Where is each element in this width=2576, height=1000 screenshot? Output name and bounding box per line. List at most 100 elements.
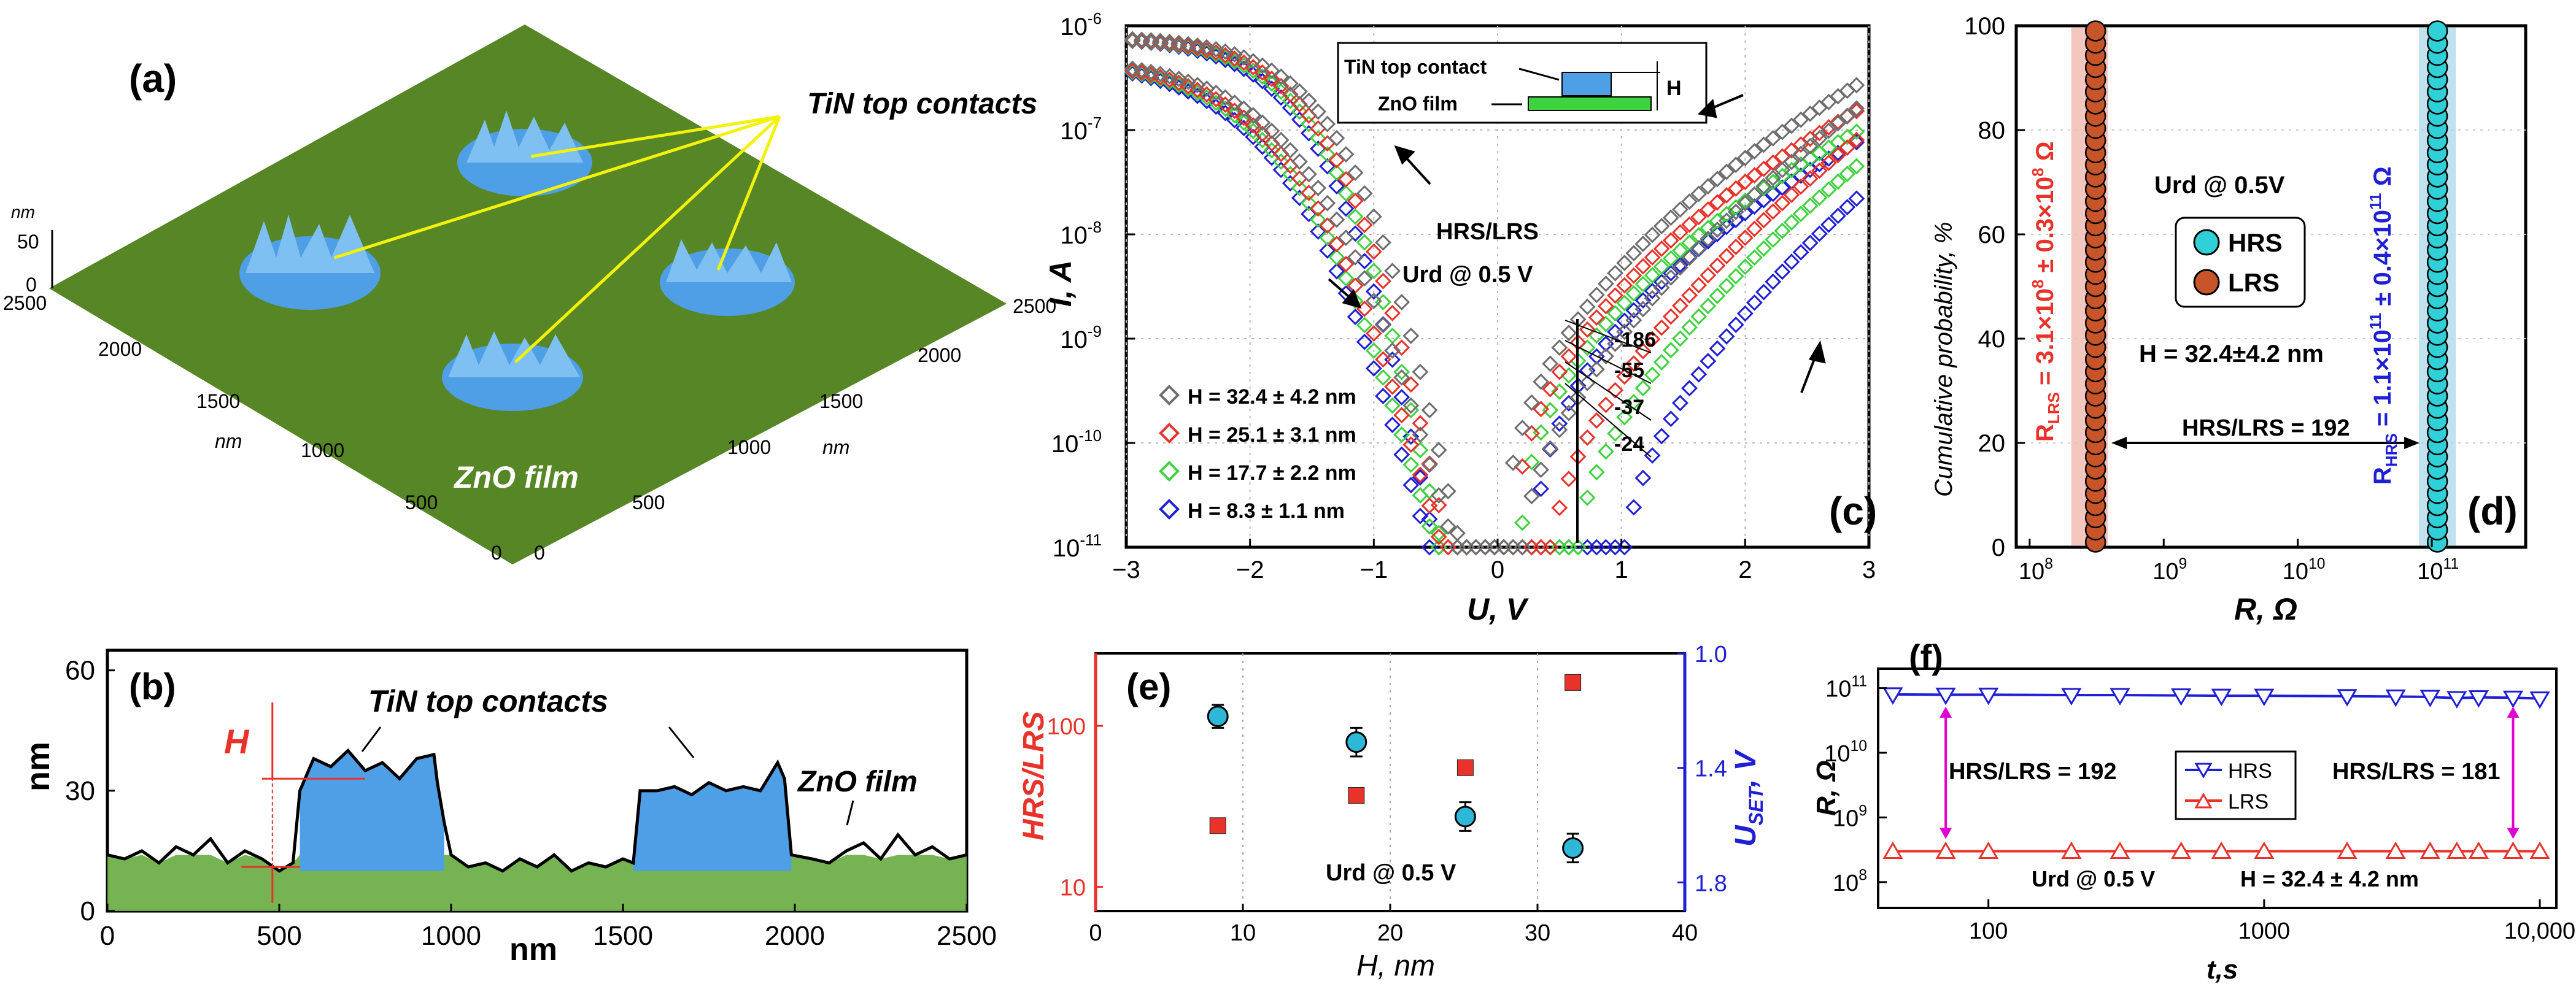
iv-point bbox=[1551, 499, 1568, 517]
iv-point bbox=[1384, 327, 1401, 344]
iv-point bbox=[1848, 158, 1865, 175]
iv-point bbox=[1662, 269, 1679, 286]
contact-bottom bbox=[442, 331, 583, 411]
legend-marker bbox=[1159, 461, 1180, 482]
iv-point bbox=[1579, 429, 1596, 446]
iv-point bbox=[1672, 242, 1688, 259]
contact-arrows bbox=[334, 115, 781, 363]
panel-c-letter: (c) bbox=[1829, 489, 1877, 533]
iv-point bbox=[1607, 539, 1624, 556]
hrs-point bbox=[1935, 687, 1956, 706]
iv-point bbox=[1765, 231, 1782, 248]
iv-point bbox=[1718, 248, 1735, 264]
iv-point bbox=[1310, 103, 1327, 120]
iv-point bbox=[1291, 153, 1308, 170]
iv-point bbox=[1830, 88, 1847, 105]
iv-point bbox=[1124, 31, 1141, 48]
iv-point bbox=[1709, 194, 1726, 211]
iv-point bbox=[1310, 179, 1327, 196]
iv-point bbox=[1653, 319, 1670, 336]
iv-point bbox=[1783, 153, 1800, 171]
f-y-label: R, Ω bbox=[1811, 760, 1841, 816]
iv-point bbox=[1560, 348, 1577, 365]
iv-point bbox=[1672, 224, 1688, 241]
iv-point bbox=[1718, 163, 1735, 180]
iv-point bbox=[1328, 178, 1345, 194]
inset-film bbox=[1528, 96, 1652, 111]
afm-surface-shade bbox=[49, 25, 1007, 564]
iv-point bbox=[1653, 240, 1670, 257]
iv-point bbox=[1393, 388, 1410, 406]
iv-point bbox=[1616, 323, 1633, 340]
iv-point bbox=[1402, 397, 1420, 414]
iv-point bbox=[1616, 294, 1633, 312]
iv-point bbox=[1384, 397, 1401, 414]
iv-point bbox=[1700, 298, 1717, 315]
ratio-point bbox=[1456, 759, 1474, 776]
uset-point bbox=[1207, 706, 1229, 728]
iv-point bbox=[1533, 401, 1550, 418]
iv-point bbox=[1792, 145, 1809, 163]
iv-point bbox=[1458, 539, 1476, 556]
iv-point bbox=[1375, 388, 1391, 405]
iv-point bbox=[1634, 258, 1652, 275]
hrs-point bbox=[2446, 691, 2467, 709]
y-right-tick-label: 1.0 bbox=[1695, 642, 1727, 667]
iv-point bbox=[1393, 363, 1410, 380]
iv-point bbox=[1356, 317, 1373, 334]
c-x-label: U, V bbox=[1467, 592, 1529, 626]
iv-point bbox=[1254, 114, 1271, 131]
legend-lrs-marker bbox=[2194, 792, 2213, 809]
d-hrs-annotation: RHRS = 1.1×1011 ± 0.4×1011 Ω bbox=[2366, 166, 2400, 485]
iv-point bbox=[1551, 363, 1568, 380]
iv-point bbox=[1598, 335, 1614, 352]
iv-point bbox=[1533, 461, 1550, 479]
panel-a-letter: (a) bbox=[129, 56, 177, 101]
iv-point bbox=[1746, 249, 1763, 266]
lrs-point bbox=[1882, 841, 1903, 860]
iv-point bbox=[1365, 283, 1382, 300]
iv-point bbox=[1579, 321, 1596, 338]
ratio-55: -55 bbox=[1614, 359, 1644, 382]
legend-label: H = 32.4 ± 4.2 nm bbox=[1188, 385, 1356, 409]
iv-point bbox=[1245, 107, 1262, 124]
iv-point bbox=[1755, 240, 1773, 257]
lrs-point bbox=[1935, 841, 1956, 860]
iv-point bbox=[1755, 178, 1773, 195]
iv-point bbox=[1337, 229, 1355, 246]
iv-point bbox=[1430, 487, 1447, 504]
iv-point bbox=[1848, 100, 1865, 117]
iv-point bbox=[1347, 277, 1364, 294]
iv-point bbox=[1634, 469, 1652, 487]
x-tick-label: 1500 bbox=[593, 921, 653, 951]
iv-point bbox=[1681, 380, 1698, 397]
iv-point bbox=[1607, 323, 1624, 340]
iv-point bbox=[1579, 339, 1596, 356]
panel-a-afm-3d: (a) TiN top contacts ZnO film bbox=[3, 25, 1056, 564]
iv-point bbox=[1690, 308, 1708, 325]
lrs-point bbox=[2468, 841, 2489, 860]
iv-point bbox=[1644, 366, 1661, 383]
iv-point bbox=[1820, 181, 1837, 198]
iv-point bbox=[1542, 355, 1559, 372]
iv-point bbox=[1839, 165, 1856, 182]
iv-point bbox=[1690, 240, 1708, 257]
lrs-point bbox=[2110, 841, 2130, 860]
iv-point bbox=[1625, 245, 1642, 262]
d-legend: HRS LRS bbox=[2175, 217, 2306, 308]
y-tick-label: 30 bbox=[65, 776, 95, 806]
iv-point bbox=[1681, 287, 1698, 304]
iv-point bbox=[1746, 294, 1763, 311]
x-tick-label: 10 bbox=[1230, 920, 1256, 946]
iv-point bbox=[1820, 154, 1837, 171]
iv-point bbox=[1412, 507, 1429, 525]
iv-point bbox=[1301, 115, 1317, 133]
hrs-point bbox=[1882, 687, 1903, 705]
x-tick-label: 10,000 bbox=[2504, 918, 2575, 944]
f-legend-hrs: HRS bbox=[2228, 760, 2272, 783]
iv-point bbox=[1356, 333, 1373, 350]
iv-point bbox=[1616, 255, 1633, 272]
c-subtitle: Urd @ 0.5 V bbox=[1402, 262, 1533, 288]
iv-point bbox=[1356, 234, 1373, 251]
